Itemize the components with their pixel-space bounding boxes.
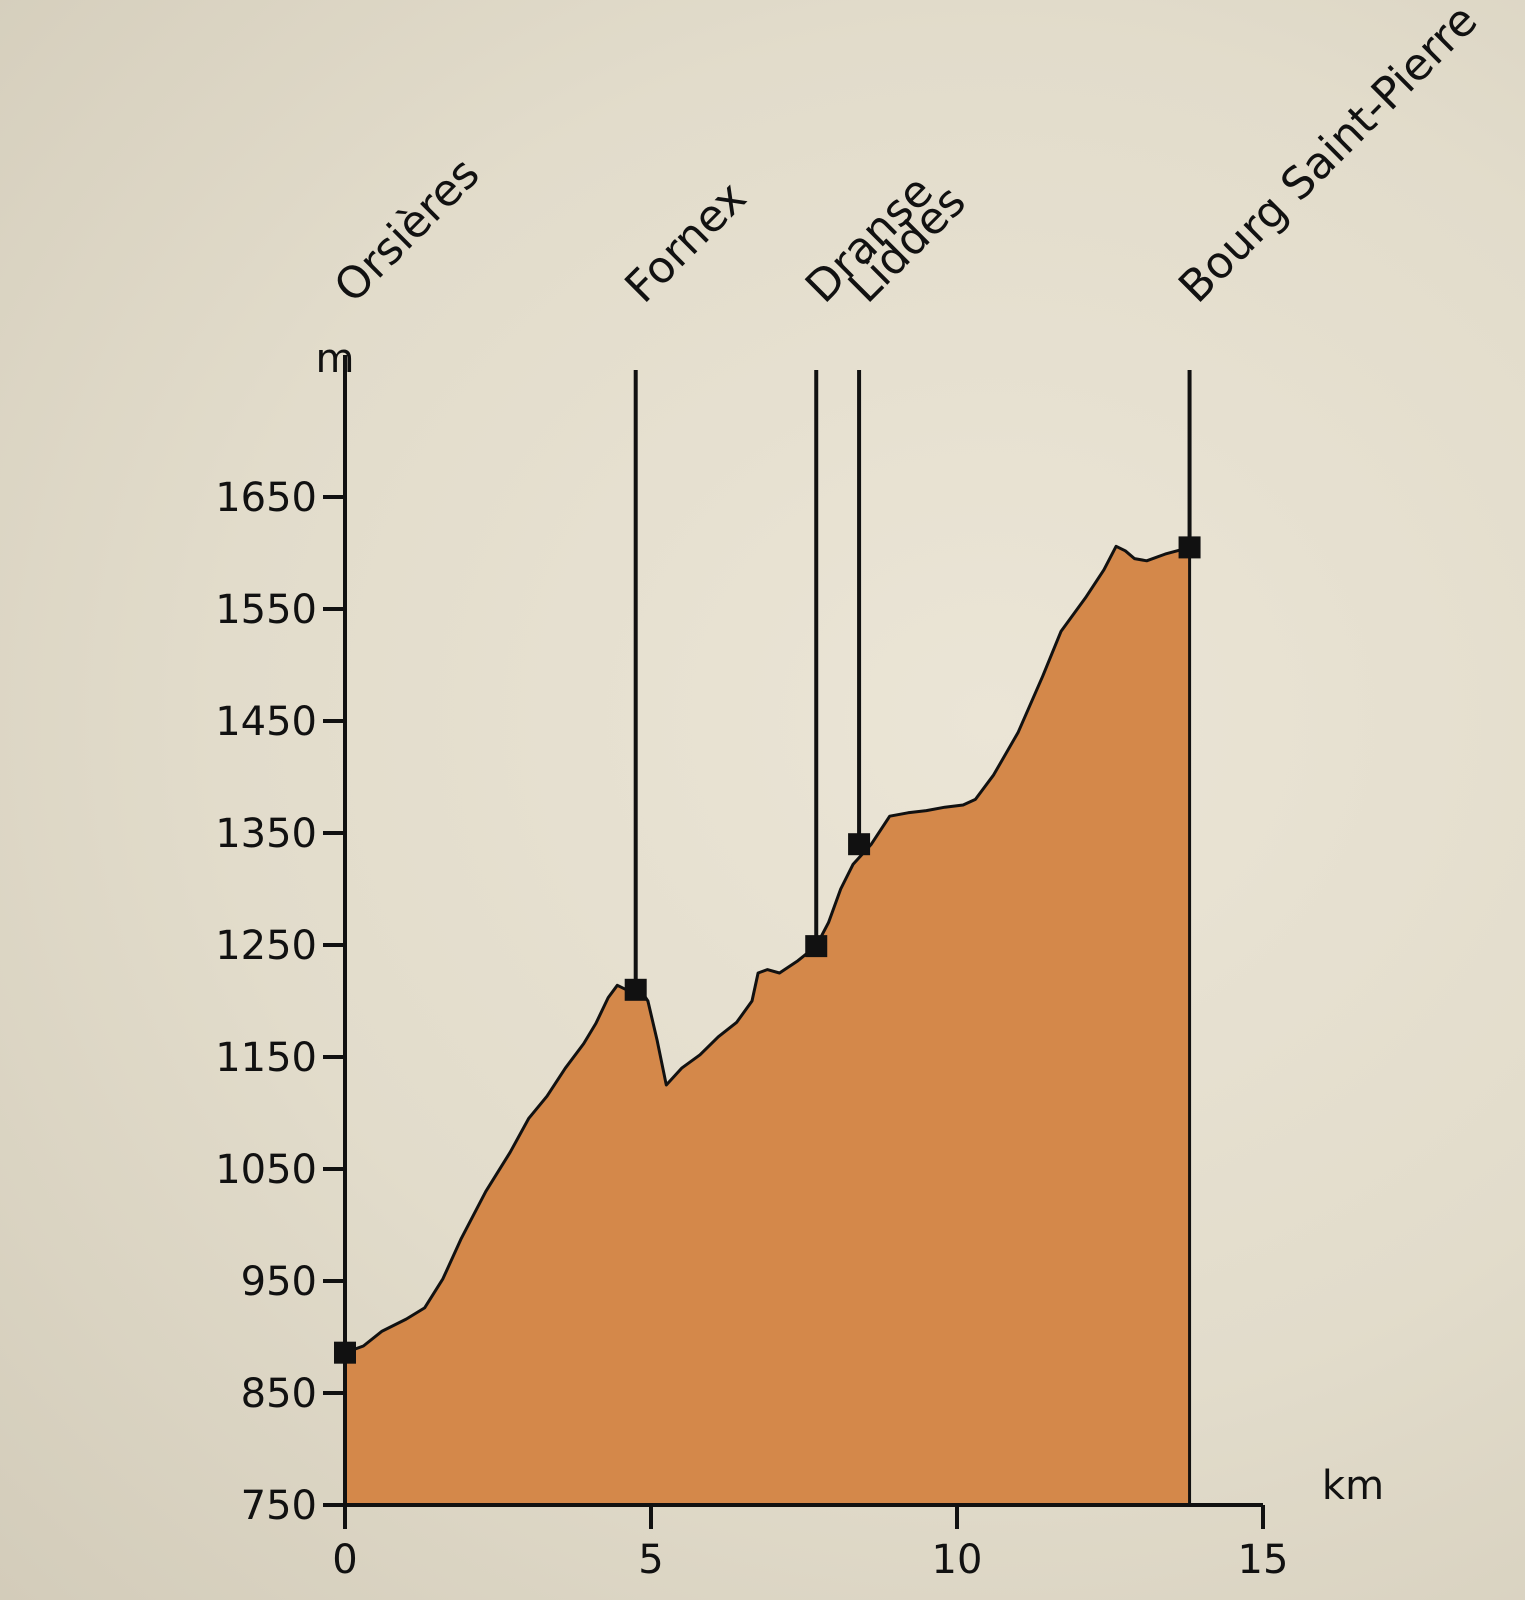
y-tick-label: 1250 <box>215 923 317 969</box>
x-tick-label: 10 <box>932 1537 983 1583</box>
place-marker <box>1178 536 1201 559</box>
x-tick-label: 0 <box>332 1537 357 1583</box>
place-label: Bourg Saint-Pierre <box>1169 0 1487 313</box>
place-label: Fornex <box>615 172 756 313</box>
y-unit-label: m <box>316 336 355 382</box>
x-tick-label: 15 <box>1238 1537 1289 1583</box>
place-label: Orsières <box>325 148 490 313</box>
place-marker <box>805 935 828 958</box>
y-tick-label: 1050 <box>215 1147 317 1193</box>
y-tick-label: 750 <box>241 1483 317 1529</box>
y-tick-label: 950 <box>241 1259 317 1305</box>
y-tick-label: 850 <box>241 1371 317 1417</box>
x-tick-label: 5 <box>638 1537 663 1583</box>
place-marker <box>848 833 871 856</box>
elevation-area <box>343 544 1192 1507</box>
y-tick-label: 1350 <box>215 811 317 857</box>
y-tick-label: 1450 <box>215 699 317 745</box>
y-tick-label: 1650 <box>215 475 317 521</box>
y-tick-label: 1150 <box>215 1035 317 1081</box>
y-tick-label: 1550 <box>215 587 317 633</box>
place-marker <box>334 1341 356 1364</box>
place-marker <box>624 978 647 1001</box>
x-unit-label: km <box>1322 1463 1384 1509</box>
